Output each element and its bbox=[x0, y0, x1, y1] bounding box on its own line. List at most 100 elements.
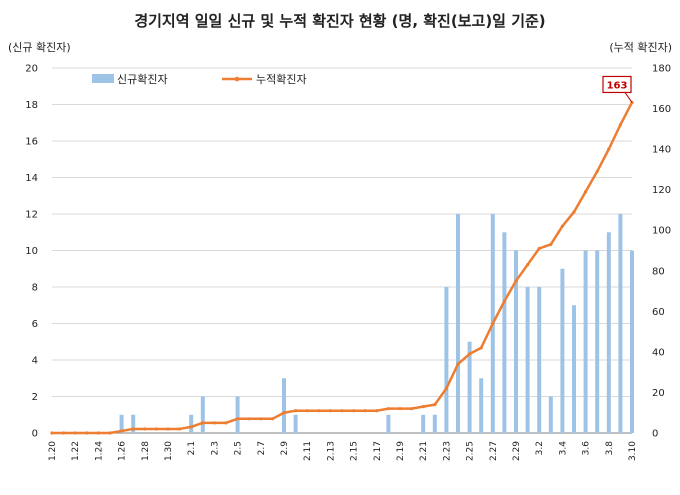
x-tick-label: 2.29 bbox=[512, 441, 522, 461]
y2-tick-label: 80 bbox=[652, 266, 665, 277]
line-point bbox=[468, 352, 472, 356]
callout-value: 163 bbox=[607, 80, 628, 91]
line-point bbox=[398, 407, 402, 411]
y2-tick-label: 0 bbox=[652, 429, 658, 440]
line-point bbox=[491, 321, 495, 326]
x-tick-label: 2.11 bbox=[303, 441, 313, 461]
line-point bbox=[224, 421, 228, 425]
line-point bbox=[526, 263, 530, 267]
line-point bbox=[154, 427, 158, 431]
x-tick-label: 1.30 bbox=[164, 441, 174, 461]
y2-tick-label: 140 bbox=[652, 145, 671, 156]
line-point bbox=[120, 429, 124, 433]
bar bbox=[282, 378, 286, 433]
y2-tick-label: 180 bbox=[652, 64, 671, 75]
bar bbox=[479, 378, 484, 433]
bar bbox=[189, 414, 194, 433]
x-tick-label: 2.15 bbox=[350, 441, 360, 461]
line-point bbox=[537, 246, 541, 251]
bar bbox=[537, 287, 542, 433]
line-point bbox=[131, 427, 135, 431]
y-tick-label: 8 bbox=[32, 283, 38, 294]
bar bbox=[548, 396, 553, 433]
y-tick-label: 18 bbox=[25, 100, 38, 111]
y2-tick-label: 60 bbox=[652, 307, 665, 318]
y-axis-label: (신규 확진자) bbox=[8, 41, 71, 54]
gridlines bbox=[52, 67, 632, 434]
callout-box bbox=[602, 75, 632, 94]
x-tick-label: 2.13 bbox=[326, 441, 336, 461]
legend-label-bar: 신규확진자 bbox=[117, 73, 168, 86]
line-point bbox=[270, 417, 274, 421]
line-point bbox=[479, 346, 483, 350]
x-tick-label: 2.3 bbox=[210, 441, 220, 455]
x-tick-label: 3.6 bbox=[582, 441, 592, 456]
x-tick-label: 2.23 bbox=[442, 441, 452, 461]
line-point bbox=[410, 407, 414, 411]
line-point bbox=[595, 169, 599, 174]
x-tick-label: 3.10 bbox=[628, 441, 638, 461]
line-point bbox=[294, 409, 298, 413]
line-point bbox=[317, 409, 321, 413]
line-point bbox=[456, 362, 460, 366]
line-point bbox=[166, 427, 170, 431]
line-point bbox=[178, 427, 182, 431]
x-tick-label: 2.5 bbox=[234, 441, 244, 455]
line-point bbox=[189, 425, 193, 429]
line-series bbox=[50, 100, 634, 435]
last-value-callout: 163 bbox=[602, 75, 633, 103]
y-tick-label: 10 bbox=[25, 246, 38, 257]
line-point bbox=[259, 417, 263, 421]
bar bbox=[583, 250, 588, 433]
line-point bbox=[375, 409, 379, 413]
line-point bbox=[236, 417, 240, 421]
bar bbox=[119, 414, 124, 433]
bar-series bbox=[119, 214, 634, 433]
legend-swatch-bar bbox=[92, 74, 114, 83]
bar bbox=[131, 414, 136, 433]
bar bbox=[502, 232, 507, 433]
cumulative-line bbox=[52, 101, 634, 435]
line-point bbox=[363, 409, 367, 413]
bar bbox=[444, 287, 449, 433]
y-tick-label: 4 bbox=[32, 356, 38, 367]
y-tick-label: 0 bbox=[32, 429, 38, 440]
x-tick-label: 2.19 bbox=[396, 441, 406, 461]
bar bbox=[630, 250, 634, 433]
line-point bbox=[607, 147, 611, 151]
line-point bbox=[143, 427, 147, 431]
bar bbox=[200, 396, 205, 433]
x-tick-label: 2.9 bbox=[280, 441, 290, 456]
line-point bbox=[618, 123, 623, 127]
bar bbox=[606, 232, 611, 433]
x-tick-label: 2.17 bbox=[373, 441, 383, 461]
line-point bbox=[352, 409, 356, 413]
bar bbox=[572, 305, 576, 433]
y-axis-ticks: 0 2 4 6 8 10 12 14 16 18 20 bbox=[25, 64, 38, 440]
x-tick-label: 1.20 bbox=[48, 441, 58, 461]
bar bbox=[618, 214, 623, 433]
line-point bbox=[282, 411, 286, 415]
y2-axis-label: (누적 확진자) bbox=[609, 41, 672, 54]
line-point bbox=[502, 299, 506, 303]
line-point bbox=[96, 431, 100, 435]
line-point bbox=[85, 431, 89, 435]
line-point bbox=[433, 403, 437, 407]
bar bbox=[595, 250, 600, 433]
bar bbox=[235, 396, 240, 433]
line-point bbox=[421, 405, 425, 409]
y-tick-label: 20 bbox=[25, 64, 38, 75]
y2-tick-label: 120 bbox=[652, 185, 671, 196]
bar bbox=[456, 214, 460, 433]
x-tick-label: 2.7 bbox=[257, 441, 267, 455]
y-tick-label: 16 bbox=[25, 137, 38, 148]
y2-tick-label: 160 bbox=[652, 104, 671, 115]
callout-leader bbox=[624, 92, 633, 103]
x-tick-label: 1.24 bbox=[94, 441, 104, 461]
line-point bbox=[514, 279, 518, 283]
x-tick-label: 3.8 bbox=[605, 441, 615, 456]
x-tick-label: 3.2 bbox=[535, 441, 545, 455]
y2-tick-label: 20 bbox=[652, 388, 665, 399]
chart-title: 경기지역 일일 신규 및 누적 확진자 현황 (명, 확진(보고)일 기준) bbox=[134, 12, 545, 30]
